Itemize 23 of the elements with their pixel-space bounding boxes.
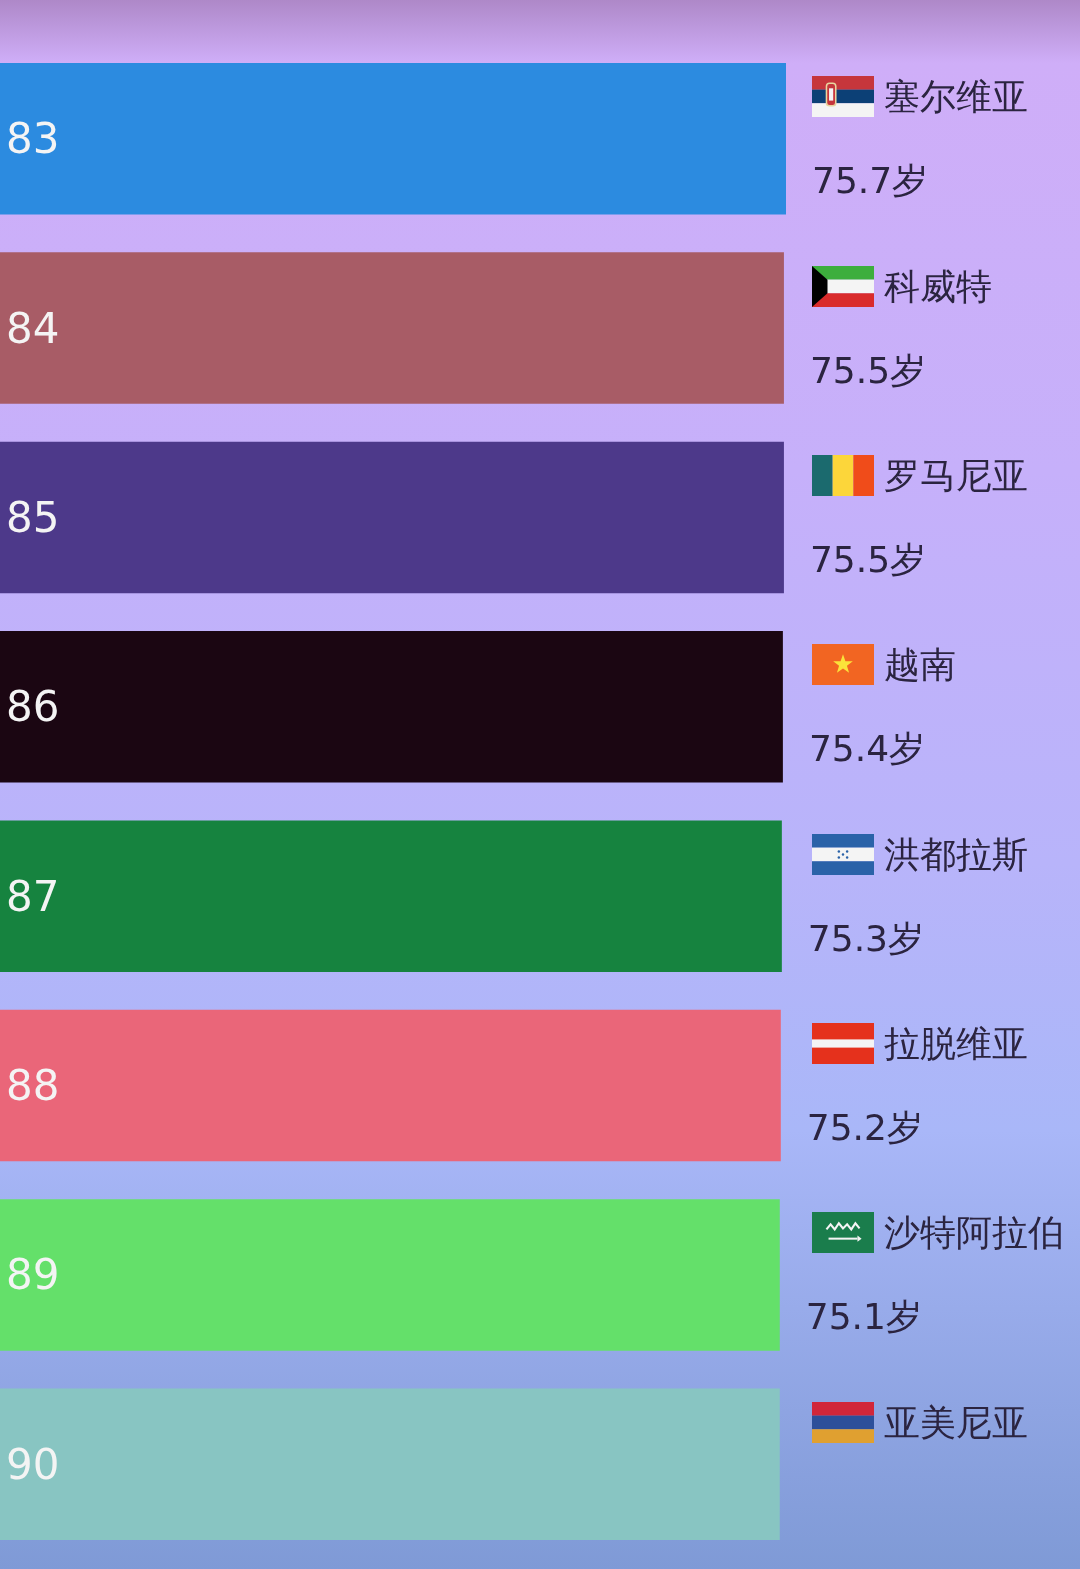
data-label: 75.4岁 xyxy=(808,728,926,770)
annotation: 85 xyxy=(6,492,60,542)
y-tick-label: 科威特 xyxy=(884,265,992,307)
y-tick-label: 亚美尼亚 xyxy=(884,1401,1028,1443)
data-label: 75.2岁 xyxy=(806,1107,923,1149)
annotation: 83 xyxy=(6,114,60,164)
data-label: 75.5岁 xyxy=(809,538,927,580)
y-tick-label: 洪都拉斯 xyxy=(884,833,1028,875)
data-label: 75.3岁 xyxy=(807,917,924,959)
data-label: 75.1岁 xyxy=(805,1296,922,1338)
y-tick-label: 塞尔维亚 xyxy=(884,76,1028,118)
y-tick-label: 沙特阿拉伯 xyxy=(884,1212,1064,1254)
annotation: 90 xyxy=(6,1439,60,1489)
annotation: 87 xyxy=(6,871,60,921)
y-tick-label: 罗马尼亚 xyxy=(884,454,1028,496)
y-tick-label: 拉脱维亚 xyxy=(884,1023,1028,1065)
annotation: 86 xyxy=(6,682,60,732)
y-tick-label: 越南 xyxy=(884,644,956,686)
data-label: 75.7岁 xyxy=(812,160,929,202)
data-label: 75.5岁 xyxy=(809,349,927,391)
annotation: 84 xyxy=(6,303,60,353)
annotation: 89 xyxy=(6,1250,60,1300)
annotation: 88 xyxy=(6,1061,60,1111)
